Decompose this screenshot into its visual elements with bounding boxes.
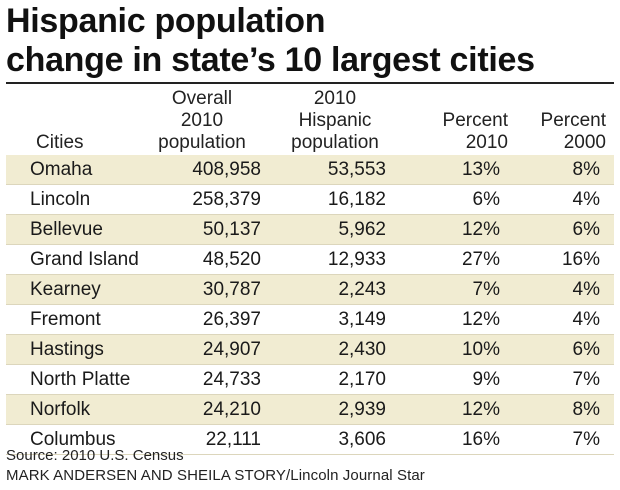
cell-percent-2010: 12% xyxy=(461,219,500,240)
cell-hispanic-2010: 12,933 xyxy=(327,249,386,270)
table-body: Omaha 408,958 53,553 13% 8% Lincoln 258,379 16,… xyxy=(6,155,614,455)
cell-overall-2010: 48,520 xyxy=(202,249,261,270)
cell-hispanic-2010: 16,182 xyxy=(327,189,386,210)
cell-overall-2010: 30,787 xyxy=(202,279,261,300)
cell-percent-2000: 4% xyxy=(572,309,600,330)
cell-hispanic-2010: 2,243 xyxy=(338,279,386,300)
cell-percent-2000: 8% xyxy=(572,159,600,180)
cell-overall-2010: 22,111 xyxy=(205,429,261,450)
cell-city: Bellevue xyxy=(30,219,103,240)
cell-city: North Platte xyxy=(30,369,131,390)
cell-hispanic-2010: 2,170 xyxy=(338,369,386,390)
table-row: Lincoln 258,379 16,182 6% 4% xyxy=(6,185,614,215)
table-row: Grand Island 48,520 12,933 27% 16% xyxy=(6,245,614,275)
cell-percent-2010: 27% xyxy=(461,249,500,270)
cell-hispanic-2010: 53,553 xyxy=(327,159,386,180)
cell-percent-2000: 7% xyxy=(572,429,600,450)
cell-overall-2010: 24,733 xyxy=(202,369,261,390)
cell-hispanic-2010: 2,430 xyxy=(338,339,386,360)
table-row: Columbus 22,111 3,606 16% 7% xyxy=(6,425,614,455)
cell-city: Omaha xyxy=(30,159,93,180)
credit-line: MARK ANDERSEN AND SHEILA STORY/Lincoln J… xyxy=(6,467,425,484)
table-row: Kearney 30,787 2,243 7% 4% xyxy=(6,275,614,305)
cell-overall-2010: 50,137 xyxy=(202,219,261,240)
cell-percent-2010: 9% xyxy=(472,369,500,390)
cell-city: Lincoln xyxy=(30,189,91,210)
cell-percent-2000: 6% xyxy=(572,219,600,240)
cell-percent-2010: 6% xyxy=(472,189,500,210)
cell-overall-2010: 26,397 xyxy=(202,309,261,330)
title-divider xyxy=(6,82,614,84)
column-header-cities: Cities xyxy=(36,132,84,153)
column-header-percent-2000: Percent 2000 xyxy=(540,110,606,153)
cell-overall-2010: 408,958 xyxy=(192,159,261,180)
cell-hispanic-2010: 3,149 xyxy=(338,309,386,330)
cell-hispanic-2010: 2,939 xyxy=(338,399,386,420)
table-row: Norfolk 24,210 2,939 12% 8% xyxy=(6,395,614,425)
cell-overall-2010: 24,907 xyxy=(202,339,261,360)
column-header-hispanic-2010: 2010 Hispanic population xyxy=(291,88,379,153)
cell-percent-2000: 7% xyxy=(572,369,600,390)
cell-city: Hastings xyxy=(30,339,104,360)
chart-title-line-2: change in state’s 10 largest cities xyxy=(6,41,535,79)
table-row: Omaha 408,958 53,553 13% 8% xyxy=(6,155,614,185)
column-header-percent-2010: Percent 2010 xyxy=(442,110,508,153)
chart-title-line-1: Hispanic population xyxy=(6,2,326,40)
cell-hispanic-2010: 5,962 xyxy=(338,219,386,240)
cell-percent-2000: 4% xyxy=(572,279,600,300)
cell-percent-2010: 7% xyxy=(472,279,500,300)
cell-percent-2000: 6% xyxy=(572,339,600,360)
cell-percent-2010: 13% xyxy=(461,159,500,180)
cell-city: Columbus xyxy=(30,429,116,450)
chart-title: Hispanic population change in state’s 10… xyxy=(6,2,616,80)
column-header-overall-2010: Overall 2010 population xyxy=(158,88,246,153)
cell-percent-2010: 10% xyxy=(461,339,500,360)
cell-city: Kearney xyxy=(30,279,101,300)
table-row: Fremont 26,397 3,149 12% 4% xyxy=(6,305,614,335)
cell-percent-2000: 16% xyxy=(561,249,600,270)
cell-city: Grand Island xyxy=(30,249,139,270)
cell-percent-2010: 16% xyxy=(461,429,500,450)
table-row: Bellevue 50,137 5,962 12% 6% xyxy=(6,215,614,245)
cell-city: Fremont xyxy=(30,309,101,330)
cell-overall-2010: 258,379 xyxy=(192,189,261,210)
cell-overall-2010: 24,210 xyxy=(202,399,261,420)
cell-percent-2010: 12% xyxy=(461,399,500,420)
table-row: Hastings 24,907 2,430 10% 6% xyxy=(6,335,614,365)
cell-percent-2000: 4% xyxy=(572,189,600,210)
cell-percent-2010: 12% xyxy=(461,309,500,330)
table-header: Cities Overall 2010 population 2010 Hisp… xyxy=(6,86,614,154)
cell-percent-2000: 8% xyxy=(572,399,600,420)
source-note: Source: 2010 U.S. Census xyxy=(6,447,184,464)
cell-city: Norfolk xyxy=(30,399,91,420)
cell-hispanic-2010: 3,606 xyxy=(338,429,386,450)
table-row: North Platte 24,733 2,170 9% 7% xyxy=(6,365,614,395)
